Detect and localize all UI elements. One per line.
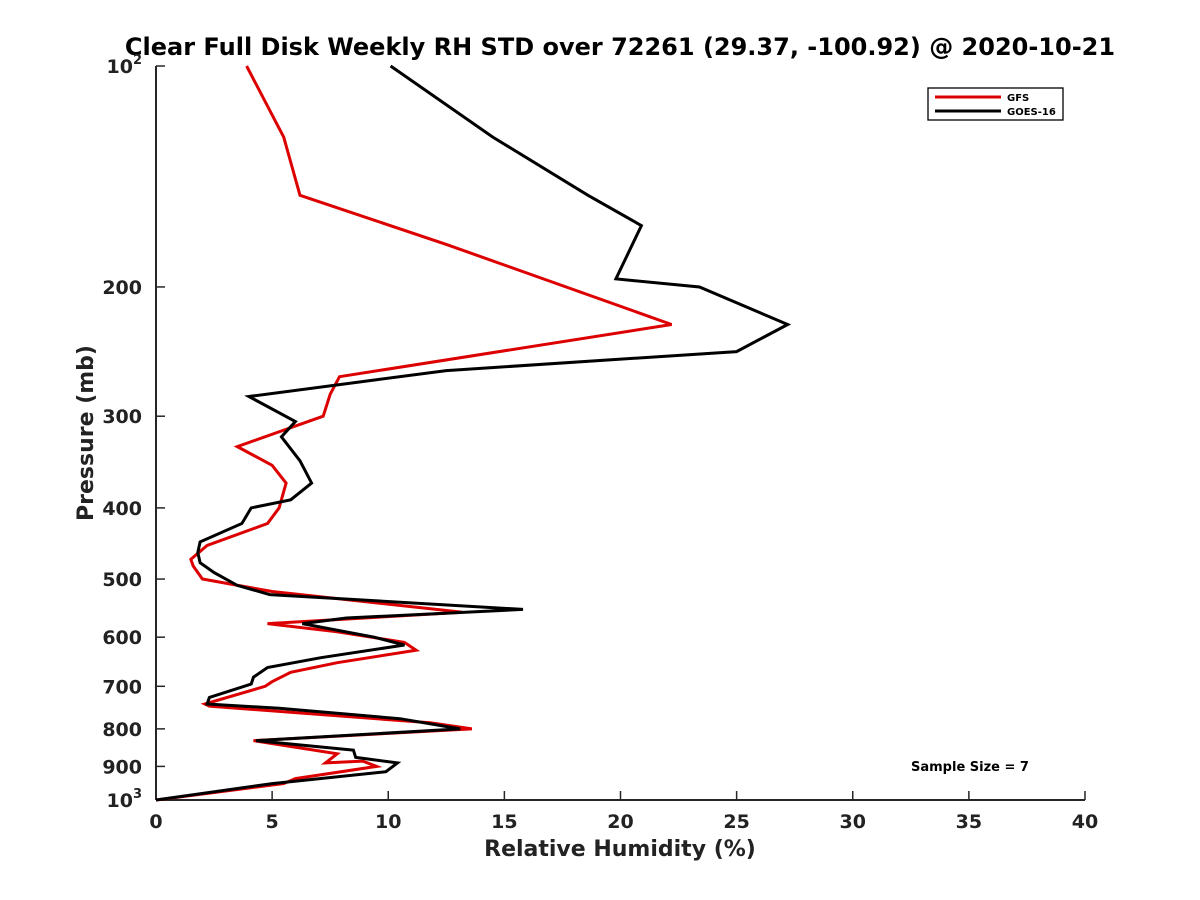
x-tick-label: 5: [266, 811, 279, 833]
series-lines: [155, 64, 792, 802]
y-axis-label: Pressure (mb): [74, 345, 99, 521]
series-line-goes-16: [155, 64, 792, 802]
x-axis-ticks: 0 5 10 15 20 25 30 35 40: [149, 791, 1098, 833]
x-tick-label: 25: [723, 811, 749, 833]
legend-label-gfs: GFS: [1007, 93, 1029, 104]
legend: GFS GOES-16: [927, 87, 1064, 121]
chart-title: Clear Full Disk Weekly RH STD over 72261…: [125, 33, 1115, 61]
y-tick-label: 400: [102, 498, 142, 520]
sample-size-annotation: Sample Size = 7: [911, 760, 1029, 775]
series-line-gfs: [155, 65, 673, 802]
y-axis-ticks: 102 200 300 400 500 600 700 800 900 103: [102, 53, 165, 812]
legend-box: [927, 87, 1064, 121]
y-tick-label: 600: [102, 627, 142, 649]
x-tick-label: 30: [840, 811, 866, 833]
x-tick-label: 40: [1072, 811, 1098, 833]
y-tick-label: 300: [102, 406, 142, 428]
y-tick-label: 500: [102, 569, 142, 591]
x-axis-label: Relative Humidity (%): [484, 837, 756, 862]
y-tick-label: 103: [107, 787, 143, 812]
y-tick-label: 200: [102, 277, 142, 299]
y-tick-label: 900: [102, 756, 142, 778]
legend-label-goes-16: GOES-16: [1007, 107, 1056, 118]
x-tick-label: 0: [149, 811, 162, 833]
y-tick-label: 800: [102, 719, 142, 741]
x-tick-label: 35: [956, 811, 982, 833]
y-tick-label: 102: [107, 53, 143, 78]
y-tick-label: 700: [102, 676, 142, 698]
x-tick-label: 15: [491, 811, 517, 833]
x-tick-label: 20: [607, 811, 633, 833]
x-tick-label: 10: [375, 811, 401, 833]
